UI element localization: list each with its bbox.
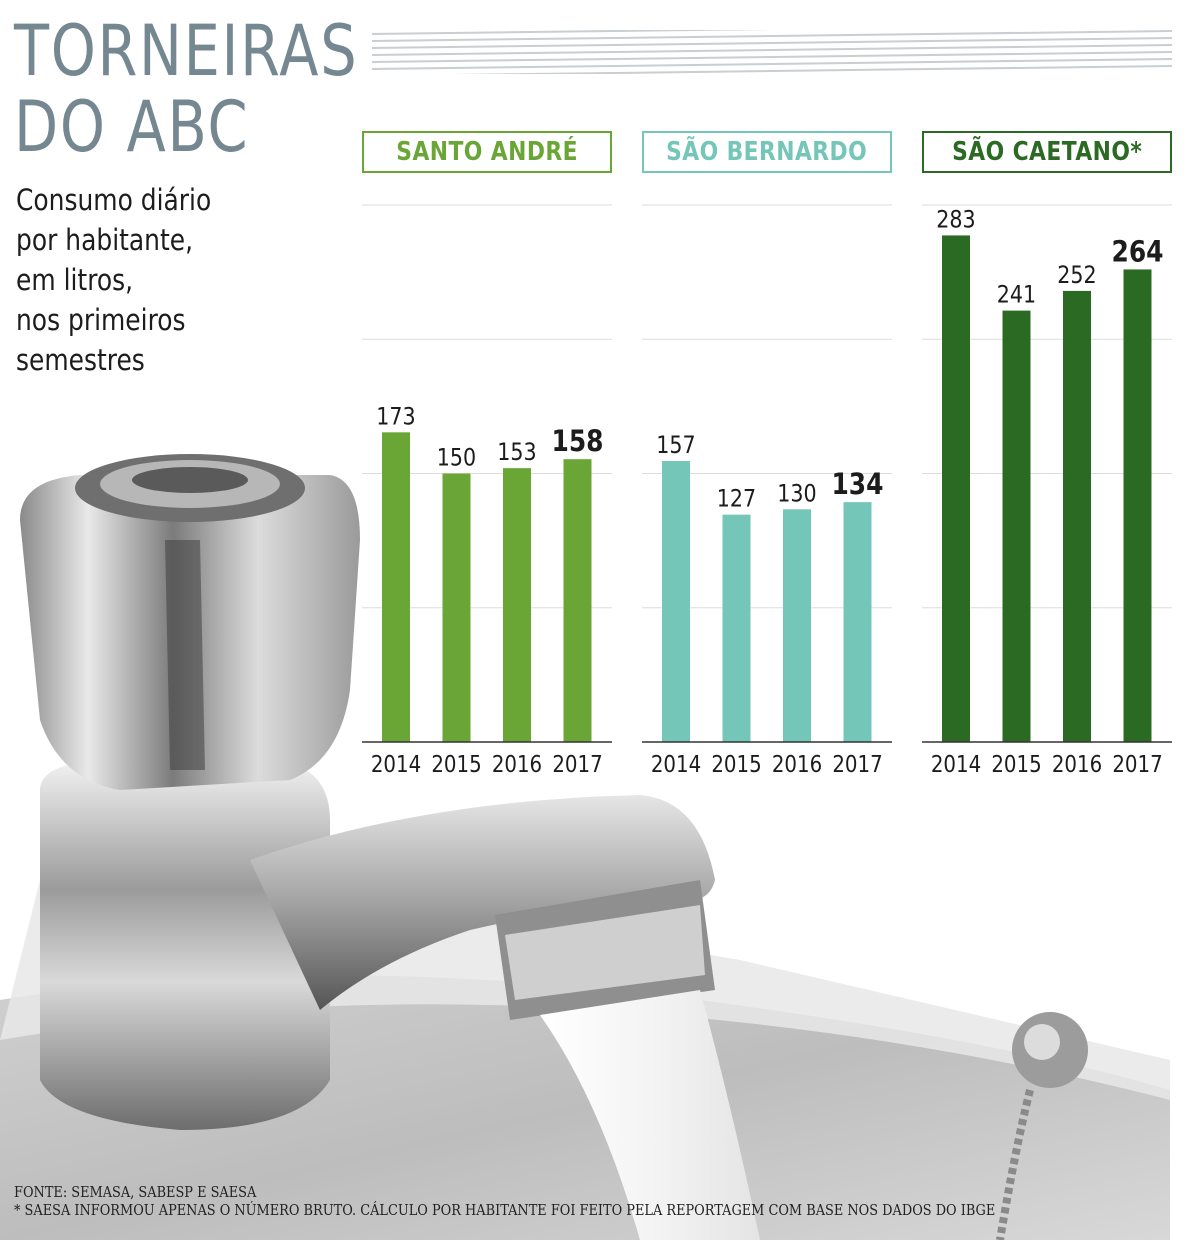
source-text: FONTE: SEMASA, SABESP E SAESA [14, 1183, 257, 1201]
data-label: 283 [936, 206, 975, 234]
title-line-2: DO ABC [14, 86, 250, 168]
subtitle-line: Consumo diário [16, 183, 212, 217]
bar-santo-andre-2016 [503, 468, 531, 742]
x-tick-label: 2017 [552, 752, 602, 779]
city-label-sao-bernardo: SÃO BERNARDO [642, 131, 892, 173]
x-tick-label: 2016 [1052, 752, 1102, 779]
x-tick-label: 2015 [991, 752, 1041, 779]
data-label: 264 [1111, 236, 1163, 269]
x-tick-label: 2015 [431, 752, 481, 779]
bar-santo-andre-2015 [442, 473, 471, 742]
x-tick-label: 2016 [492, 752, 542, 779]
data-label: 127 [717, 485, 756, 513]
data-label: 157 [656, 432, 695, 460]
bar-sao-bernardo-2016 [783, 509, 811, 742]
subtitle-line: nos primeiros [16, 303, 186, 337]
data-label: 252 [1057, 261, 1096, 289]
x-tick-label: 2016 [772, 752, 822, 779]
source-notes: FONTE: SEMASA, SABESP E SAESA * SAESA IN… [14, 1183, 1155, 1219]
city-label-text: SÃO BERNARDO [666, 137, 868, 167]
title-line-1: TORNEIRAS [14, 10, 359, 92]
bar-santo-andre-2014 [382, 432, 410, 742]
subtitle-line: por habitante, [16, 223, 194, 257]
footnote-text: * SAESA INFORMOU APENAS O NÚMERO BRUTO. … [14, 1201, 996, 1219]
city-label-santo-andre: SANTO ANDRÉ [362, 131, 612, 173]
data-label: 153 [497, 439, 536, 467]
data-label: 150 [437, 444, 476, 472]
x-tick-label: 2014 [651, 752, 701, 779]
x-tick-label: 2014 [931, 752, 981, 779]
data-label: 130 [777, 480, 816, 508]
chart-sao-bernardo: 157 2014 127 2015 130 2016 134 2017 [642, 204, 892, 779]
city-label-text: SANTO ANDRÉ [396, 137, 578, 167]
decorative-hatch [372, 30, 1172, 74]
subtitle-line: semestres [16, 343, 145, 377]
data-label: 134 [831, 468, 883, 501]
bar-sao-caetano-2014 [942, 235, 970, 742]
city-label-text: SÃO CAETANO* [951, 137, 1143, 167]
data-label: 173 [376, 403, 415, 431]
bar-sao-caetano-2017 [1123, 269, 1152, 742]
subtitle: Consumo diário por habitante, em litros,… [16, 180, 243, 380]
x-tick-label: 2015 [711, 752, 761, 779]
bar-sao-bernardo-2017 [843, 502, 872, 742]
bar-sao-bernardo-2014 [662, 460, 690, 742]
chart-sao-caetano: 283 2014 241 2015 252 2016 264 2017 [922, 204, 1172, 779]
bar-sao-caetano-2015 [1002, 310, 1031, 742]
data-label: 241 [997, 281, 1036, 309]
bar-sao-caetano-2016 [1063, 290, 1091, 742]
bar-sao-bernardo-2015 [722, 514, 751, 742]
chart-santo-andre: 173 2014 150 2015 153 2016 158 2017 [362, 204, 612, 779]
bar-santo-andre-2017 [563, 459, 592, 742]
x-tick-label: 2017 [832, 752, 882, 779]
data-label: 158 [551, 425, 603, 458]
x-tick-label: 2017 [1112, 752, 1162, 779]
city-label-sao-caetano: SÃO CAETANO* [922, 131, 1172, 173]
x-tick-label: 2014 [371, 752, 421, 779]
subtitle-line: em litros, [16, 263, 134, 297]
